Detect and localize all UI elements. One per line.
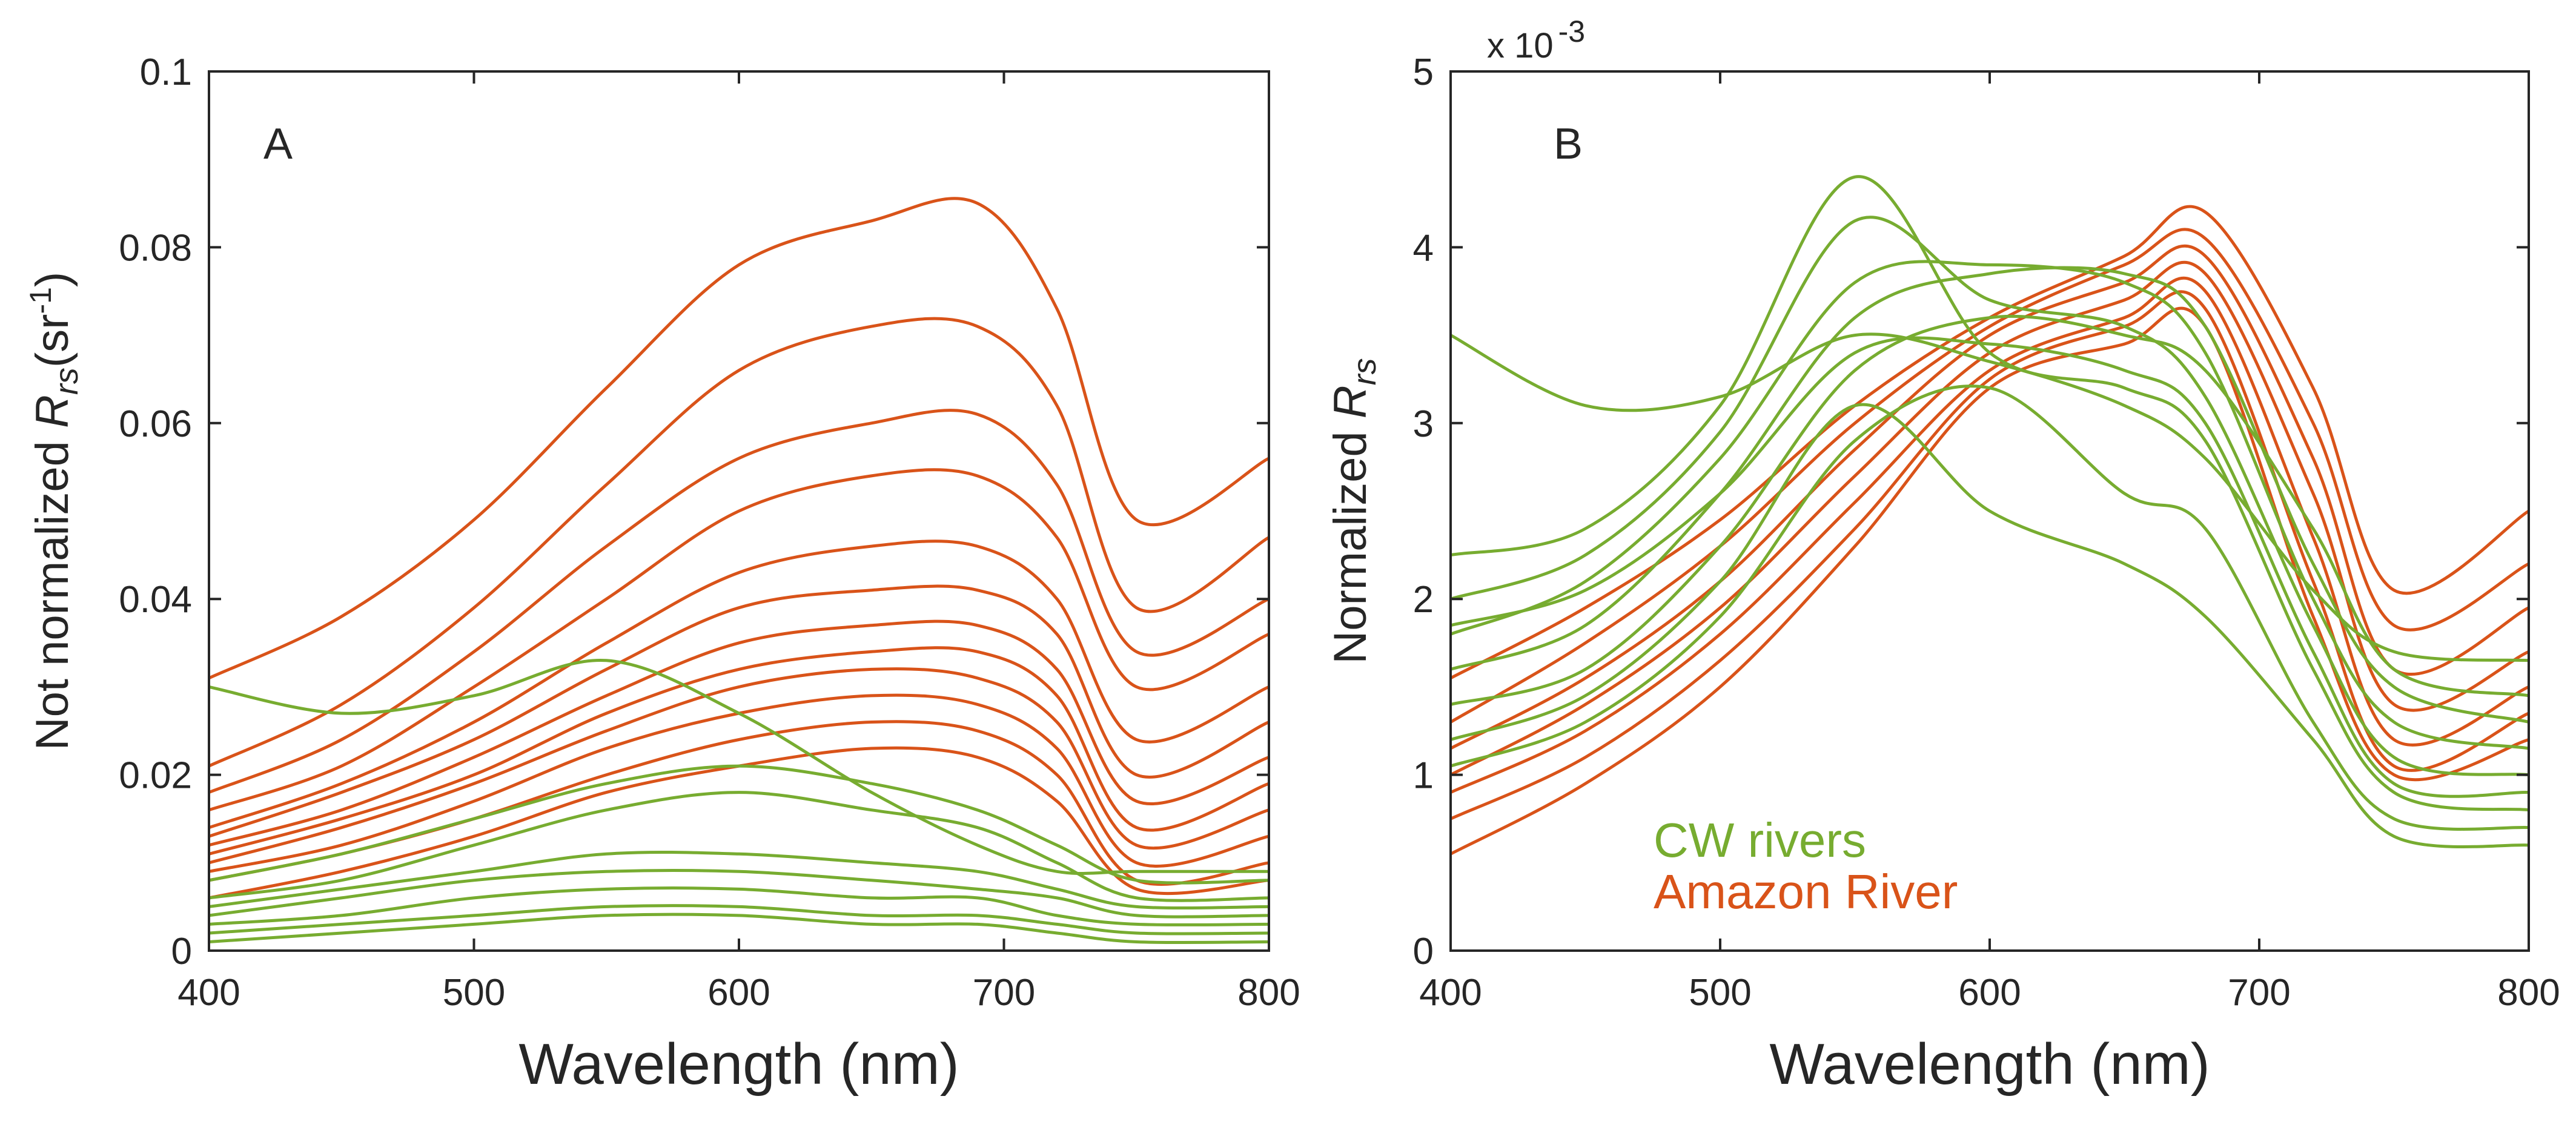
panel-a-x-tick-label: 600 [707, 972, 770, 1014]
panel-a-amazon-river-line-6 [209, 584, 1269, 838]
panel-b-y-tick-label: 2 [1413, 579, 1434, 621]
panel-a-cw-rivers-line-6 [209, 886, 1269, 927]
panel-b-cw-rivers-line-1 [1451, 332, 2529, 662]
panel-a-ticks: 400 500 600 700 800 0 0.02 0.04 0.06 0.08 0.1 [119, 51, 1300, 1014]
panel-b-amazon-river-line-2 [1451, 228, 2529, 724]
panel-a-y-tick-label: 0.08 [119, 227, 192, 269]
panel-b-cw-rivers-line-5 [1451, 266, 2529, 724]
panel-b-x-tick-label: 700 [2228, 972, 2290, 1014]
panel-a-x-tick-label: 700 [973, 972, 1035, 1014]
panel-a-cw-rivers-line-8 [209, 912, 1269, 945]
panel-b-amazon-river-line-5 [1451, 276, 2529, 794]
panel-a-amazon-river-line-9 [209, 667, 1269, 865]
panel-a-x-axis-label: Wavelength (nm) [518, 1032, 959, 1097]
panel-a-plot-lines [209, 197, 1269, 945]
panel-a-amazon-river-line-8 [209, 646, 1269, 856]
panel-b-cw-rivers-line-7 [1451, 403, 2529, 848]
panel-a-cw-rivers-line-2 [209, 764, 1269, 885]
legend-entry-cw-rivers: CW rivers [1654, 813, 1866, 867]
panel-b-x-tick-label: 500 [1689, 972, 1751, 1014]
panel-b-y-tick-label: 1 [1413, 755, 1434, 797]
panel-a-y-tick-label: 0.02 [119, 755, 192, 797]
panel-b-y-tick-label: 0 [1413, 931, 1434, 972]
panel-a-amazon-river-line-10 [209, 693, 1269, 873]
panel-b-cw-rivers-line-3 [1451, 216, 2529, 777]
panel-b-ticks: 400 500 600 700 800 0 1 2 3 4 5 [1413, 51, 2560, 1014]
panel-b: 400 500 600 700 800 0 1 2 3 4 5 B x 10 -3 Wavelengt… [1325, 15, 2560, 1097]
panel-b-y-tick-label: 3 [1413, 403, 1434, 445]
panel-a-x-tick-label: 500 [443, 972, 505, 1014]
panel-b-y-tick-label: 4 [1413, 227, 1434, 269]
panel-b-cw-rivers-line-6 [1451, 314, 2529, 706]
panel-b-amazon-river-line-1 [1451, 205, 2529, 680]
panel-a-amazon-river-line-2 [209, 317, 1269, 768]
panel-b-y-tick-label: 5 [1413, 51, 1434, 93]
panel-b-x-tick-label: 400 [1419, 972, 1482, 1014]
panel-a-amazon-river-line-3 [209, 409, 1269, 794]
panel-a-y-tick-label: 0.1 [140, 51, 192, 93]
panel-a-cw-rivers-line-7 [209, 904, 1269, 936]
panel-a-cw-rivers-line-3 [209, 791, 1269, 902]
panel-a-cw-rivers-line-5 [209, 869, 1269, 919]
panel-b-amazon-river-line-6 [1451, 290, 2529, 820]
panel-b-amazon-river-line-7 [1451, 306, 2529, 856]
panel-a-cw-rivers-line-1 [209, 659, 1269, 876]
legend: CW rivers Amazon River [1654, 813, 1958, 919]
panel-a-amazon-river-line-1 [209, 197, 1269, 680]
panel-a-y-tick-label: 0.06 [119, 403, 192, 445]
panel-b-plot-lines [1451, 175, 2529, 856]
panel-a-y-tick-label: 0 [171, 931, 192, 972]
panel-a-y-axis-label: Not normalized Rrs(sr-1) [24, 272, 85, 751]
panel-b-cw-rivers-line-9 [1451, 336, 2529, 798]
panel-a-amazon-river-line-4 [209, 468, 1269, 812]
panel-a-label: A [263, 120, 293, 168]
panel-b-x-axis-label: Wavelength (nm) [1769, 1032, 2210, 1097]
panel-a-x-tick-label: 400 [177, 972, 240, 1014]
panel-b-cw-rivers-line-2 [1451, 175, 2529, 812]
panel-b-cw-rivers-line-8 [1451, 384, 2529, 831]
panel-b-x-tick-label: 800 [2497, 972, 2560, 1014]
panel-a-amazon-river-line-7 [209, 619, 1269, 847]
panel-b-x-tick-label: 600 [1958, 972, 2021, 1014]
panel-b-label: B [1554, 120, 1583, 168]
legend-entry-amazon-river: Amazon River [1654, 865, 1958, 919]
panel-b-y-axis-label: Normalized Rrs [1325, 358, 1383, 664]
panel-b-amazon-river-line-3 [1451, 244, 2529, 750]
panel-a-cw-rivers-line-4 [209, 850, 1269, 910]
panel-a: 400 500 600 700 800 0 0.02 0.04 0.06 0.08 0.1 A Wa… [24, 51, 1300, 1097]
panel-a-amazon-river-line-5 [209, 540, 1269, 830]
panel-b-y-multiplier: x 10 -3 [1487, 15, 1585, 65]
panel-a-y-tick-label: 0.04 [119, 579, 192, 621]
panel-a-x-tick-label: 800 [1237, 972, 1300, 1014]
panel-a-amazon-river-line-12 [209, 746, 1269, 900]
